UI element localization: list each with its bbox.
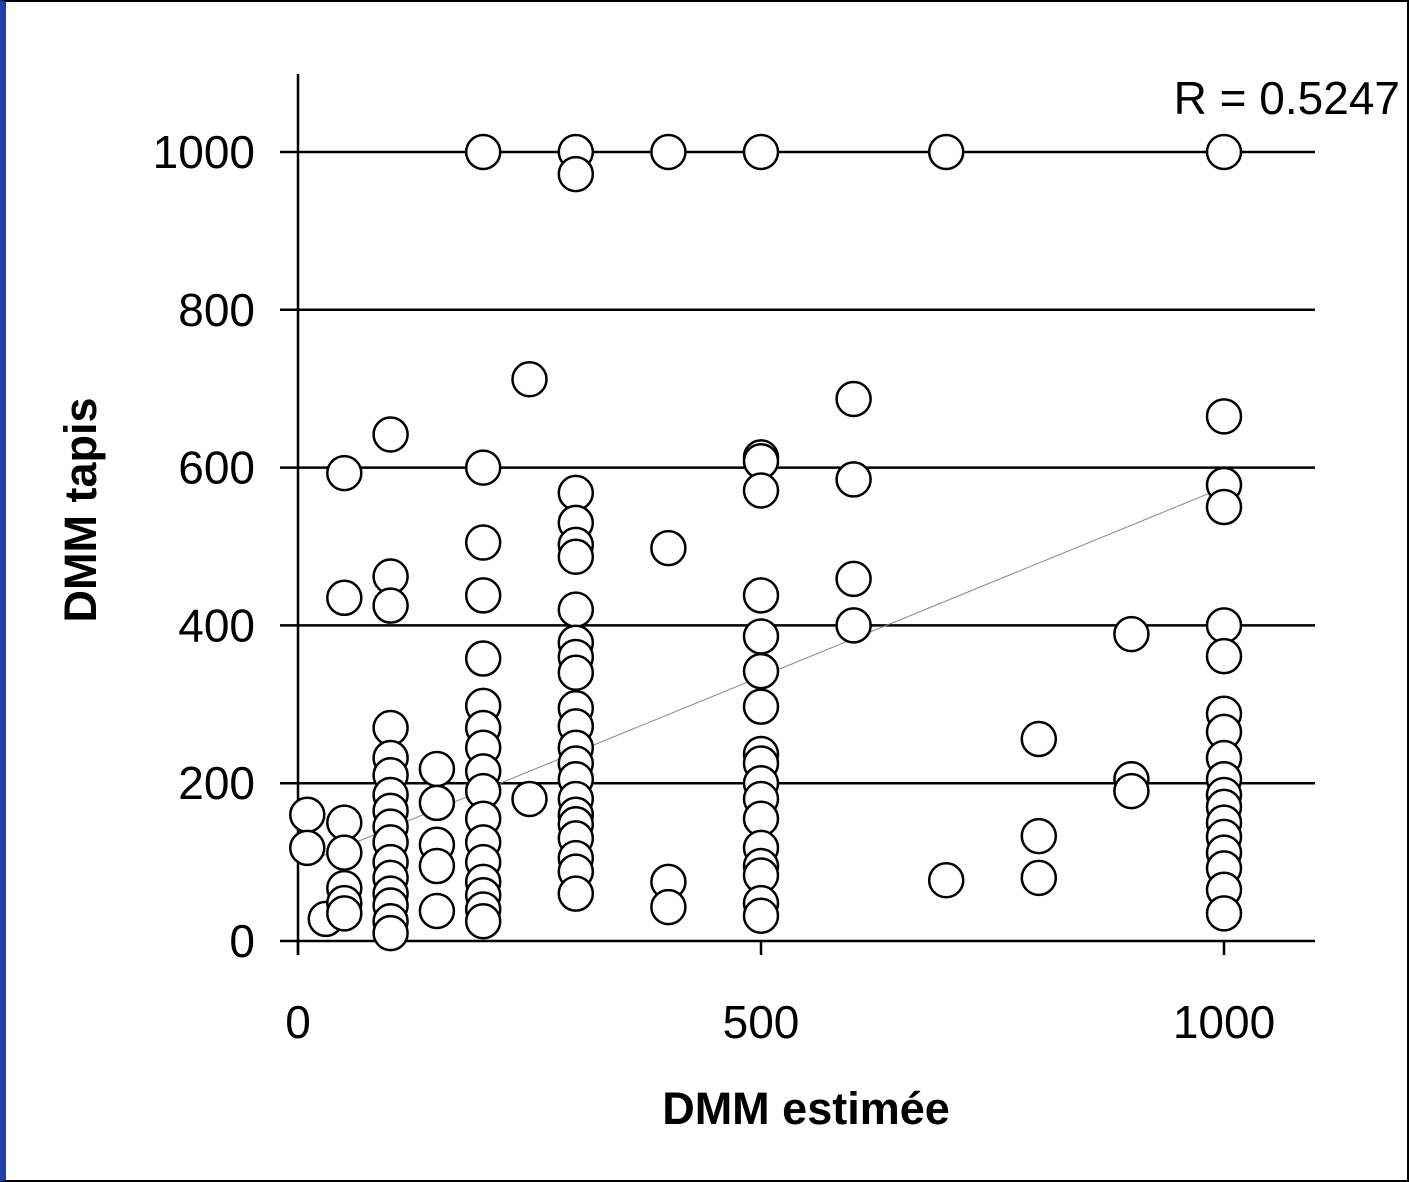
data-point-39 <box>1113 615 1150 653</box>
y-axis-title: DMM tapis <box>55 398 106 623</box>
y-tick-label-600: 600 <box>178 442 255 494</box>
data-point-90 <box>1113 772 1150 810</box>
y-tick-label-800: 800 <box>178 284 255 336</box>
data-point-54 <box>464 903 502 940</box>
data-point-38 <box>742 688 780 725</box>
data-point-20 <box>557 538 595 576</box>
x-tick-label-500: 500 <box>723 996 800 1048</box>
data-point-40 <box>1205 607 1243 644</box>
data-point-15 <box>742 472 780 509</box>
data-point-79 <box>372 914 409 952</box>
data-point-22 <box>1205 488 1243 526</box>
data-point-35 <box>557 654 595 691</box>
data-point-81 <box>418 784 456 822</box>
data-point-12 <box>326 454 363 492</box>
x-tick-label-0: 0 <box>285 996 311 1048</box>
data-point-5 <box>927 133 965 171</box>
data-point-28 <box>464 577 502 614</box>
data-point-117 <box>289 829 326 867</box>
y-tick-label-400: 400 <box>178 599 255 651</box>
data-point-37 <box>742 652 780 690</box>
data-point-101 <box>742 897 780 935</box>
data-point-86 <box>1020 720 1058 758</box>
data-point-27 <box>326 579 363 617</box>
data-point-16 <box>835 461 872 498</box>
y-tick-label-200: 200 <box>178 757 255 809</box>
data-points <box>289 133 1243 952</box>
data-point-84 <box>418 892 456 930</box>
data-point-7 <box>511 360 548 398</box>
data-point-116 <box>289 796 326 834</box>
data-point-29 <box>742 577 780 614</box>
data-point-66 <box>557 875 595 912</box>
data-point-41 <box>1205 637 1243 675</box>
data-point-8 <box>835 380 872 418</box>
data-point-23 <box>464 524 502 561</box>
y-tick-label-1000: 1000 <box>153 126 255 178</box>
data-point-4 <box>742 133 780 171</box>
data-point-11 <box>464 449 502 486</box>
grid-lines <box>280 150 1315 943</box>
data-point-91 <box>927 861 965 899</box>
tick-labels: 0 200 400 600 800 1000 0 500 1000 <box>153 126 1276 1048</box>
data-point-3 <box>650 133 687 171</box>
data-point-26 <box>372 587 409 624</box>
data-point-10 <box>1205 398 1243 435</box>
data-point-83 <box>418 847 456 885</box>
x-tick-label-1000: 1000 <box>1173 996 1275 1048</box>
data-point-115 <box>1205 895 1243 932</box>
data-point-31 <box>835 607 872 644</box>
data-point-87 <box>1020 817 1058 855</box>
data-point-36 <box>742 618 780 655</box>
data-point-2 <box>557 155 595 193</box>
data-point-32 <box>557 591 595 628</box>
data-point-80 <box>418 750 456 788</box>
data-point-42 <box>464 640 502 677</box>
data-point-24 <box>650 529 687 567</box>
data-point-6 <box>1205 133 1243 171</box>
x-axis-title: DMM estimée <box>662 1083 950 1134</box>
correlation-annotation: R = 0.5247 <box>1174 72 1400 124</box>
data-point-103 <box>650 888 687 926</box>
data-point-85 <box>511 780 548 818</box>
data-point-0 <box>464 133 502 171</box>
data-point-120 <box>326 834 363 871</box>
data-point-9 <box>372 416 409 453</box>
data-point-123 <box>326 895 363 932</box>
data-point-88 <box>1020 859 1058 897</box>
data-point-30 <box>835 560 872 598</box>
y-tick-label-0: 0 <box>229 915 255 967</box>
